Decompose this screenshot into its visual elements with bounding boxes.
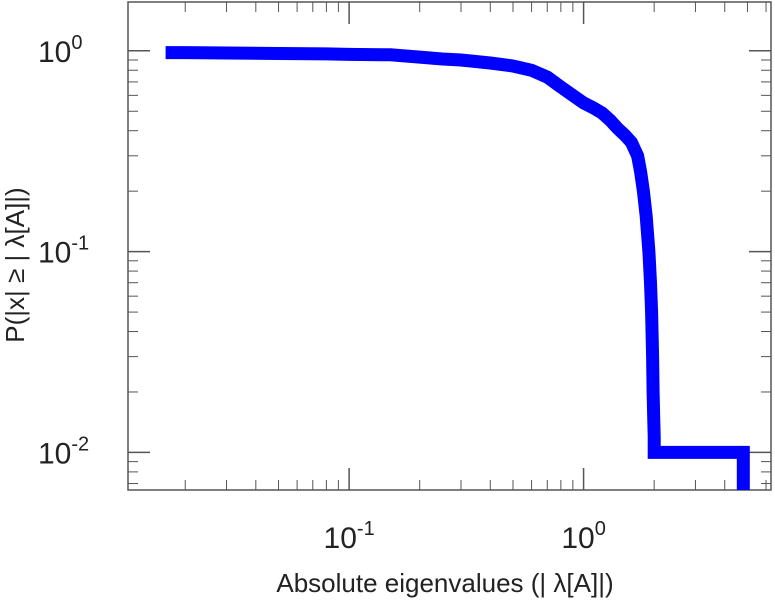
y-tick-label: 10-2 [38, 433, 89, 470]
x-tick-label: 100 [561, 518, 606, 555]
series-line [165, 46, 750, 490]
y-axis-title: P(|x| ≥ | λ[A]|) [0, 187, 30, 342]
x-tick-label: 10-1 [324, 518, 375, 555]
y-tick-labels: 100 10-1 10-2 [38, 32, 89, 471]
minor-ticks [128, 2, 771, 490]
x-tick-labels: 10-1 100 [324, 518, 606, 555]
plot-frame [127, 1, 772, 491]
y-tick-label: 10-1 [38, 233, 89, 270]
y-tick-label: 100 [38, 32, 83, 69]
x-axis-title: Absolute eigenvalues (| λ[A]|) [276, 568, 613, 598]
major-ticks [128, 2, 771, 490]
